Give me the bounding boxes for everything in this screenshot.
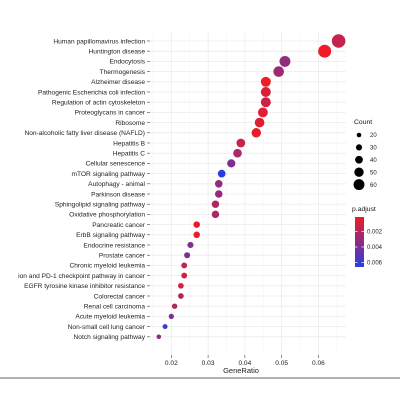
count-legend-title: Count xyxy=(354,119,372,126)
data-point xyxy=(184,252,191,259)
category-label: Regulation of actin cytoskeleton xyxy=(52,100,145,107)
data-point xyxy=(162,324,168,330)
x-tick-label: 0.03 xyxy=(202,360,215,367)
data-point xyxy=(260,76,271,87)
data-point xyxy=(318,44,332,58)
data-point xyxy=(193,221,200,228)
data-point xyxy=(273,66,285,77)
category-label: Proteoglycans in cancer xyxy=(75,110,146,117)
p-adjust-colorbar xyxy=(355,217,364,267)
x-axis-ticks: 0.02 0.03 0.04 0.05 0.06 xyxy=(165,355,325,367)
data-point xyxy=(236,138,246,148)
category-label: Parkinson disease xyxy=(91,191,145,198)
p-adjust-legend: p.adjust 0.002 0.004 0.006 xyxy=(352,206,383,267)
data-point xyxy=(331,34,346,48)
data-point xyxy=(227,159,236,168)
category-label: Colorectal cancer xyxy=(94,293,146,300)
x-tick-label: 0.05 xyxy=(275,360,288,367)
count-legend: Count 20 30 40 50 60 xyxy=(353,119,377,191)
category-label: mTOR signaling pathway xyxy=(71,171,145,178)
category-label: Endocrine resistance xyxy=(83,242,145,249)
category-label: Alzheimer disease xyxy=(91,79,145,86)
category-label: Huntington disease xyxy=(89,49,146,56)
data-point xyxy=(156,334,162,340)
p-adjust-legend-title: p.adjust xyxy=(352,206,376,213)
count-legend-label: 60 xyxy=(370,183,377,189)
data-point xyxy=(214,180,223,188)
category-label: ErbB signaling pathway xyxy=(76,232,146,239)
category-label: Thermogenesis xyxy=(100,69,146,76)
data-point xyxy=(171,303,178,309)
x-tick-label: 0.04 xyxy=(238,360,251,367)
category-label: Pathogenic Escherichia coli infection xyxy=(38,89,145,96)
count-legend-label: 30 xyxy=(370,146,377,152)
data-point xyxy=(178,282,184,289)
category-label: Prostate cancer xyxy=(99,253,146,260)
category-label: Autophagy - animal xyxy=(88,181,145,188)
data-point xyxy=(168,313,174,320)
data-point xyxy=(257,107,268,118)
category-label: Hepatitis B xyxy=(113,140,145,147)
data-point xyxy=(260,97,271,108)
category-labels: Human papillomavirus infection Huntington… xyxy=(18,38,150,341)
category-label: Hepatitis C xyxy=(113,151,145,158)
category-label: Endocytosis xyxy=(109,59,145,66)
data-point xyxy=(279,55,291,67)
x-tick-label: 0.02 xyxy=(165,360,178,367)
data-points xyxy=(156,34,346,340)
data-point xyxy=(193,231,200,239)
category-label: Notch signaling pathway xyxy=(74,334,146,341)
category-label: Pancreatic cancer xyxy=(92,222,146,229)
grid-lines xyxy=(150,32,346,355)
count-legend-label: 40 xyxy=(370,158,377,164)
category-label: Non-small cell lung cancer xyxy=(68,324,146,331)
x-axis-title: GeneRatio xyxy=(223,366,259,375)
count-legend-dot xyxy=(354,167,364,177)
data-point xyxy=(217,169,226,178)
category-label: Chronic myeloid leukemia xyxy=(70,263,146,270)
data-point xyxy=(233,148,242,158)
x-tick-label: 0.06 xyxy=(312,360,325,367)
category-label: Acute myeloid leukemia xyxy=(75,314,145,321)
colorbar-label: 0.004 xyxy=(367,245,383,251)
data-point xyxy=(211,200,220,208)
category-label: Renal cell carcinoma xyxy=(84,304,146,311)
data-point xyxy=(214,190,223,198)
colorbar-label: 0.006 xyxy=(367,260,383,266)
category-label: ion and PD-1 checkpoint pathway in cance… xyxy=(18,273,146,280)
data-point xyxy=(251,128,262,138)
count-legend-label: 20 xyxy=(370,133,377,139)
category-label: Cellular senescence xyxy=(86,161,146,168)
colorbar-label: 0.002 xyxy=(367,230,383,236)
data-point xyxy=(178,293,184,299)
category-label: Sphingolipid signaling pathway xyxy=(55,202,146,209)
category-label: Ribosome xyxy=(115,120,145,127)
data-point xyxy=(181,262,188,269)
count-legend-dot xyxy=(356,132,362,138)
count-legend-dot xyxy=(353,179,365,191)
count-legend-label: 50 xyxy=(370,170,377,176)
data-point xyxy=(211,210,220,219)
data-point xyxy=(187,241,194,249)
plot-panel xyxy=(150,32,346,355)
data-point xyxy=(254,117,265,128)
category-label: EGFR tyrosine kinase inhibitor resistanc… xyxy=(24,283,145,290)
data-point xyxy=(260,87,271,97)
count-legend-dot xyxy=(355,155,363,164)
category-label: Human papillomavirus infection xyxy=(53,38,145,45)
category-label: Oxidative phosphorylation xyxy=(69,212,145,219)
count-legend-dot xyxy=(355,144,363,151)
data-point xyxy=(181,272,188,279)
category-label: Non-alcoholic fatty liver disease (NAFLD… xyxy=(24,130,145,137)
